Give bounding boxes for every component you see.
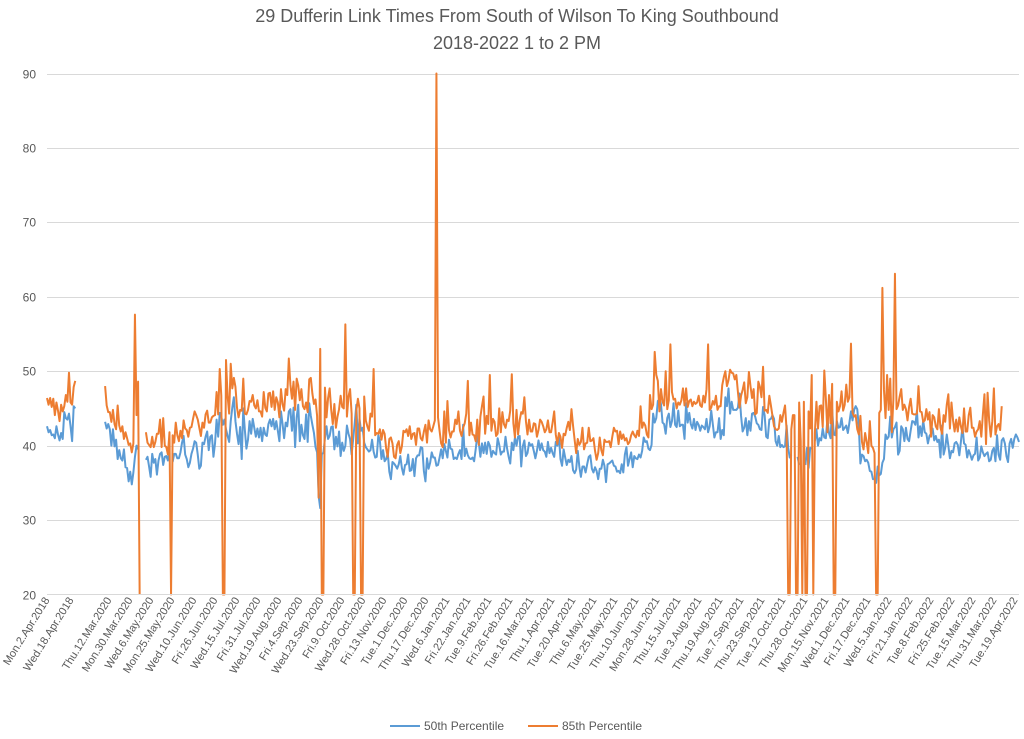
- legend: 50th Percentile 85th Percentile: [390, 719, 642, 733]
- y-tick-label: 80: [23, 142, 37, 156]
- y-tick-label: 90: [23, 68, 37, 82]
- legend-label-85th: 85th Percentile: [562, 719, 642, 733]
- chart-title: 29 Dufferin Link Times From South of Wil…: [255, 6, 779, 26]
- y-tick-label: 60: [23, 291, 37, 305]
- y-tick-label: 30: [23, 514, 37, 528]
- chart-subtitle: 2018-2022 1 to 2 PM: [433, 33, 601, 53]
- gridlines: [47, 74, 1019, 521]
- x-axis-ticks: Mon.2.Apr.2018Wed.18.Apr.2018Thu.12.Mar.…: [1, 595, 1020, 676]
- y-axis-ticks: 20 30 40 50 60 70 80 90: [23, 68, 37, 603]
- y-tick-label: 70: [23, 216, 37, 230]
- series-lines: [46, 72, 1020, 596]
- legend-label-50th: 50th Percentile: [424, 719, 504, 733]
- y-tick-label: 40: [23, 440, 37, 454]
- y-tick-label: 20: [23, 589, 37, 603]
- series-line-85th-percentile: [46, 72, 1003, 596]
- y-tick-label: 50: [23, 365, 37, 379]
